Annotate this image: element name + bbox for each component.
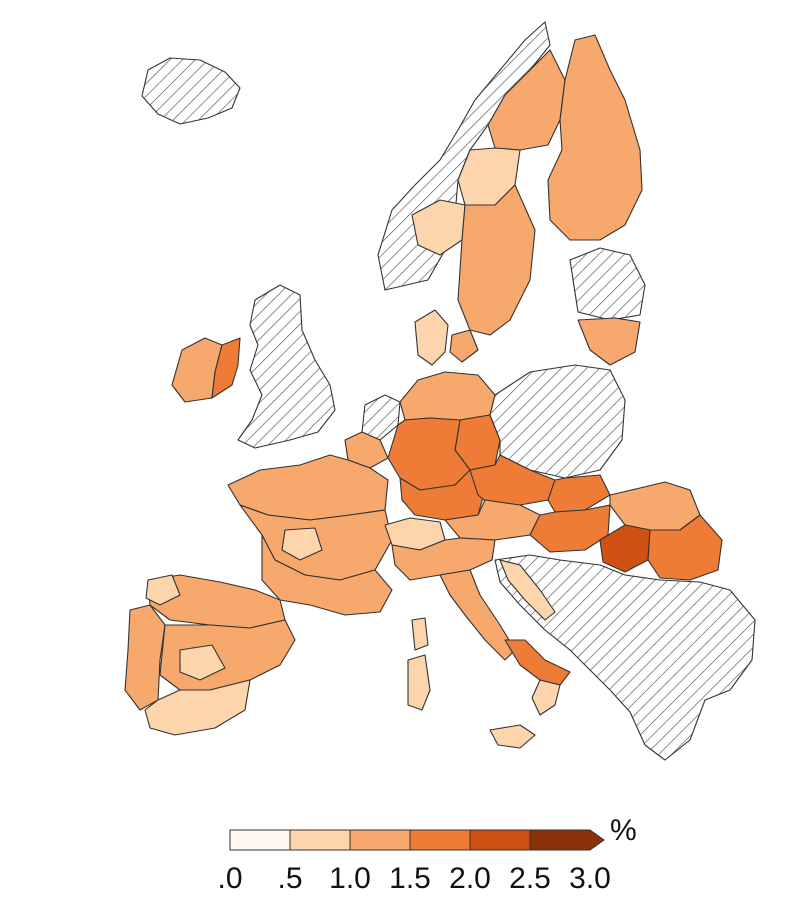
legend-swatch [289, 829, 351, 851]
map-legend: .0 .5 1.0 1.5 2.0 2.5 3.0 % [217, 814, 637, 895]
legend-tick-label: 1.5 [389, 862, 431, 895]
legend-tick-label: 2.0 [449, 862, 491, 895]
region-balkans [494, 554, 756, 761]
region-germany-south [399, 469, 486, 521]
region-sweden-south [457, 184, 536, 336]
legend-swatch [229, 829, 291, 851]
region-sicily [489, 724, 536, 749]
legend-swatch [469, 829, 531, 851]
region-france-south [261, 534, 393, 616]
region-germany-north [399, 371, 496, 421]
region-finland [547, 34, 643, 241]
legend-tick-label: 3.0 [569, 862, 611, 895]
region-croatia-coast [499, 559, 556, 621]
region-italy-north [391, 537, 496, 581]
region-lithuania [577, 317, 641, 366]
legend-tick-label: 1.0 [329, 862, 371, 895]
region-andalusia [144, 679, 251, 736]
region-denmark-islands [449, 329, 479, 363]
region-hungary [529, 504, 611, 553]
region-netherlands [361, 394, 401, 441]
legend-tick-labels: .0 .5 1.0 1.5 2.0 2.5 3.0 [217, 862, 610, 895]
region-poland [489, 364, 626, 479]
region-italy-south [504, 639, 571, 686]
region-corsica [411, 617, 429, 651]
region-iberia-light [179, 644, 226, 681]
region-ireland-east [211, 337, 241, 399]
region-italy-center [439, 569, 516, 661]
legend-swatch [349, 829, 411, 851]
region-romania-east [647, 514, 723, 581]
legend-arrow [529, 829, 605, 851]
legend-unit-label: % [610, 814, 637, 847]
region-romania-north [609, 481, 701, 531]
region-denmark [414, 309, 449, 366]
legend-swatch [409, 829, 471, 851]
region-iceland [141, 57, 241, 125]
legend-tick-label: .0 [217, 862, 242, 895]
region-galicia [145, 574, 181, 606]
europe-choropleth-map [124, 21, 756, 761]
legend-tick-label: 2.5 [509, 862, 551, 895]
region-sardinia [407, 654, 431, 711]
region-italy-calabria [531, 679, 561, 716]
region-estonia-latvia [569, 247, 646, 321]
region-united-kingdom [237, 284, 336, 449]
legend-tick-label: .5 [277, 862, 302, 895]
region-portugal [124, 604, 166, 711]
legend-color-bar [229, 829, 605, 851]
region-france-light [281, 527, 323, 561]
